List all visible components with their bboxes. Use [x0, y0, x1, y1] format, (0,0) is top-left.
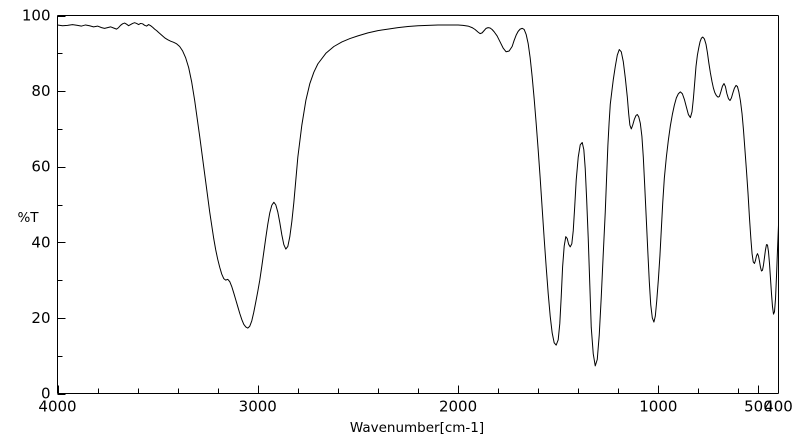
- x-tick-label-400: 400: [764, 398, 793, 416]
- x-tick-label-1000: 1000: [639, 398, 677, 416]
- axis-ticks: [57, 16, 759, 395]
- spectrum-series: [57, 22, 779, 367]
- spectrum-line-transmittance: [57, 22, 779, 367]
- x-axis-title: Wavenumber[cm-1]: [350, 420, 484, 436]
- y-tick-label-40: 40: [31, 233, 50, 251]
- y-tick-label-100: 100: [22, 7, 51, 25]
- y-tick-label-60: 60: [31, 158, 50, 176]
- x-tick-label-2000: 2000: [439, 398, 477, 416]
- x-tick-label-4000: 4000: [38, 398, 76, 416]
- y-tick-label-80: 80: [31, 82, 50, 100]
- y-axis-title: %T: [17, 210, 39, 226]
- x-tick-label-3000: 3000: [239, 398, 277, 416]
- y-tick-label-0: 0: [41, 385, 51, 403]
- plot-frame: [57, 15, 779, 394]
- y-tick-label-20: 20: [31, 309, 50, 327]
- x-tick-label-500: 500: [744, 398, 773, 416]
